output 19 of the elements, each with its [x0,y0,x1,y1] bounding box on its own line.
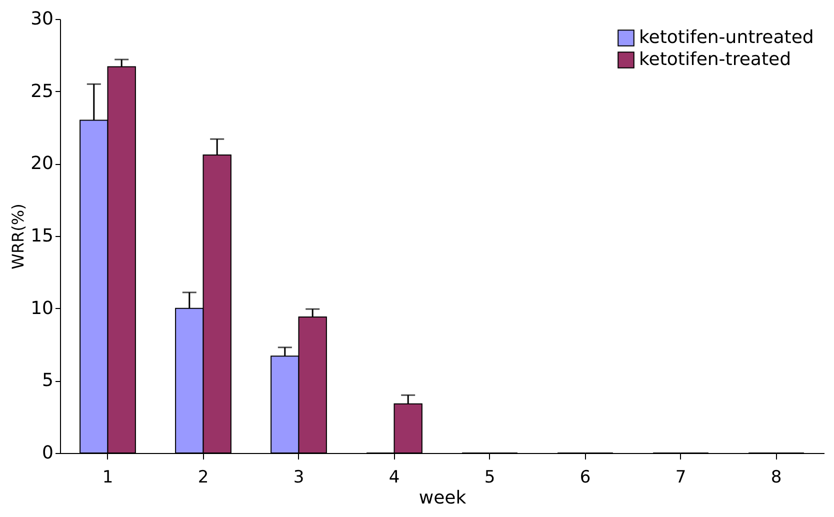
legend-label: ketotifen-treated [639,49,792,70]
y-tick-label: 20 [30,153,54,174]
y-tick-label: 10 [30,298,54,319]
y-tick-label: 5 [42,370,54,392]
x-tick-label: 4 [388,468,400,488]
y-tick-label: 30 [30,8,54,30]
y-axis-title: WRR(%) [8,204,28,270]
y-tick-label: 25 [30,80,54,102]
y-tick-label: 0 [42,442,54,464]
x-tick-label: 6 [580,468,591,488]
x-tick-label: 5 [484,468,496,488]
x-axis-title: week [418,488,467,508]
x-tick-label: 8 [770,468,782,488]
x-tick-label: 2 [198,468,209,488]
legend-label: ketotifen-untreated [639,27,814,48]
y-tick-label: 15 [30,226,54,246]
x-tick-label: 3 [293,468,304,488]
x-tick-label: 7 [675,468,686,488]
x-tick-label: 1 [102,468,114,488]
